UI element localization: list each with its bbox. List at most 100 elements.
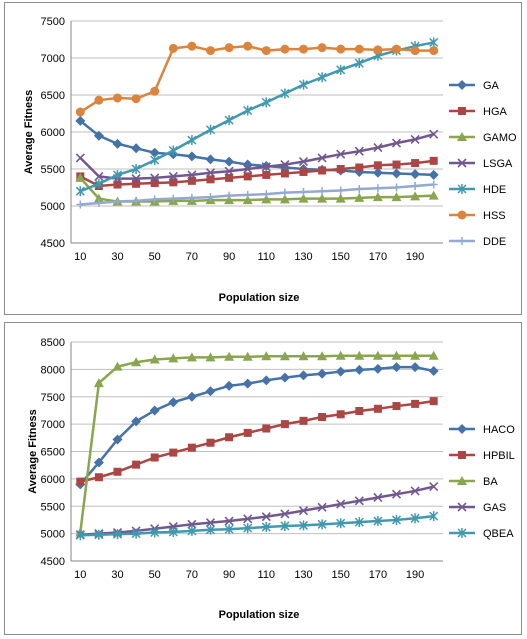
series-ba — [75, 350, 439, 537]
series-hde — [75, 37, 439, 197]
x-tick-label: 50 — [149, 251, 161, 263]
y-tick-label: 5500 — [41, 164, 65, 176]
data-point-gamo — [93, 193, 104, 203]
x-tick-label: 90 — [223, 569, 235, 581]
data-point-ba — [205, 352, 216, 362]
data-point-hde — [317, 72, 327, 83]
legend-item-ga: GA — [449, 80, 500, 92]
legend-item-qbea: QBEA — [449, 528, 514, 540]
y-tick-label: 7500 — [41, 392, 65, 404]
data-point-ba — [149, 354, 160, 364]
data-point-hga — [262, 170, 271, 179]
data-point-lsga — [75, 153, 85, 163]
data-point-dde — [280, 188, 289, 197]
series-ga — [75, 115, 439, 180]
x-tick-label: 130 — [294, 251, 312, 263]
data-point-hde — [336, 64, 346, 75]
data-point-lsga — [94, 171, 104, 181]
data-point-haco — [242, 378, 253, 389]
legend-marker-hga — [458, 107, 466, 115]
data-point-ga — [410, 169, 421, 180]
data-point-qbea — [75, 530, 85, 541]
data-point-hde — [94, 178, 104, 189]
legend-item-gamo: GAMO — [449, 132, 517, 144]
data-point-hss — [354, 44, 364, 54]
legend-label-gamo: GAMO — [483, 132, 517, 144]
y-axis-title: Average Fitness — [27, 409, 39, 494]
data-point-gamo — [242, 195, 253, 205]
data-point-hpbil — [373, 404, 382, 413]
data-point-hga — [206, 175, 215, 184]
data-point-ga — [391, 168, 402, 179]
data-point-qbea — [410, 513, 420, 524]
data-point-ba — [279, 351, 290, 361]
data-point-qbea — [150, 527, 160, 538]
legend-label-hde: HDE — [483, 184, 506, 196]
data-point-dde — [299, 187, 308, 196]
data-point-ba — [298, 351, 309, 361]
data-point-haco — [428, 366, 439, 377]
data-point-qbea — [168, 526, 178, 537]
data-point-haco — [317, 368, 328, 379]
data-point-hde — [112, 169, 123, 180]
y-tick-label: 4500 — [41, 238, 65, 250]
series-hss — [75, 41, 439, 117]
data-point-hss — [336, 44, 346, 54]
data-point-gamo — [410, 191, 421, 201]
y-tick-label: 7500 — [41, 16, 65, 28]
data-point-haco — [131, 416, 142, 427]
data-point-hss — [168, 43, 178, 53]
legend-item-dde: DDE — [449, 236, 506, 248]
data-point-lsga — [298, 157, 309, 167]
y-tick-label: 7000 — [41, 53, 65, 65]
x-tick-label: 90 — [223, 251, 235, 263]
data-point-dde — [150, 195, 159, 204]
legend-item-lsga: LSGA — [449, 158, 513, 170]
data-point-dde — [243, 190, 252, 199]
data-point-hss — [224, 43, 234, 53]
data-point-hde — [187, 135, 197, 146]
data-point-gamo — [75, 172, 86, 182]
legend-marker-hpbil — [458, 451, 466, 459]
data-point-hga — [373, 161, 382, 170]
chart-panel-top: 4500 5000 5500 6000 6500 7000 7500 10 30 50 70 90 11… — [4, 2, 522, 315]
data-point-ba — [317, 351, 328, 361]
data-point-hss — [187, 41, 197, 51]
data-point-gas — [224, 516, 234, 526]
data-point-ga — [224, 156, 235, 167]
chart-top: 4500 5000 5500 6000 6500 7000 7500 10 30 50 70 90 11… — [23, 16, 517, 304]
data-point-gas — [410, 486, 420, 496]
legend-marker-qbea — [457, 528, 467, 538]
data-point-dde — [187, 193, 196, 202]
data-point-hpbil — [150, 453, 159, 462]
y-tick-label: 4500 — [41, 556, 65, 568]
data-point-hga — [411, 159, 420, 168]
data-point-haco — [205, 386, 216, 397]
data-point-gas — [243, 514, 253, 524]
data-point-hde — [131, 164, 141, 174]
legend-marker-hde — [457, 184, 467, 194]
data-point-ba — [354, 350, 365, 360]
data-point-hde — [224, 115, 234, 126]
data-point-ba — [112, 361, 123, 371]
data-point-gas — [187, 519, 197, 529]
data-point-hpbil — [336, 410, 345, 419]
legend-item-hpbil: HPBIL — [449, 450, 515, 462]
data-point-qbea — [336, 518, 346, 529]
x-tick-label: 190 — [406, 251, 424, 263]
data-point-gas — [391, 489, 402, 499]
data-point-hpbil — [187, 443, 196, 452]
x-tick-label: 150 — [332, 569, 350, 581]
data-point-lsga — [224, 166, 234, 176]
data-point-dde — [429, 180, 438, 189]
data-point-qbea — [317, 519, 327, 530]
data-point-lsga — [354, 146, 364, 156]
legend-label-ga: GA — [483, 80, 500, 92]
data-point-gas — [298, 506, 309, 516]
data-point-qbea — [298, 520, 309, 531]
data-point-haco — [354, 364, 365, 375]
data-point-lsga — [150, 173, 160, 183]
data-point-lsga — [391, 138, 402, 148]
data-point-lsga — [243, 164, 253, 174]
data-point-haco — [391, 362, 402, 373]
